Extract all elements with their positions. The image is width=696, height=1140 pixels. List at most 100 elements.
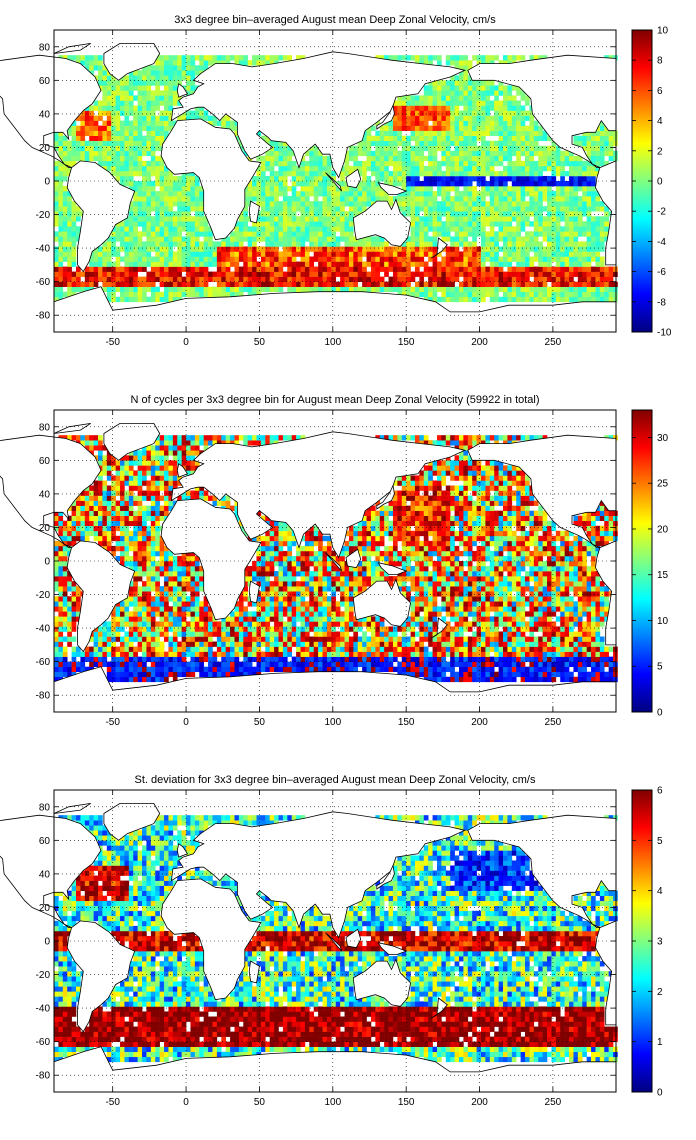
heat-cell <box>120 611 125 617</box>
heat-cell <box>582 291 587 298</box>
heat-cell <box>133 110 138 116</box>
heat-cell <box>560 191 565 197</box>
heat-cell <box>331 251 337 257</box>
heat-cell <box>67 201 72 207</box>
heat-cell <box>445 55 451 61</box>
heat-cell <box>353 251 359 257</box>
heat-cell <box>282 246 288 252</box>
heat-cell <box>503 85 508 91</box>
heat-cell <box>313 241 319 247</box>
heat-cell <box>445 80 451 86</box>
heat-cell <box>313 226 319 232</box>
heat-cell <box>177 251 182 257</box>
heat-cell <box>124 75 130 81</box>
heat-cell <box>591 226 596 232</box>
heat-cell <box>599 261 605 267</box>
heat-cell <box>269 241 275 247</box>
heat-cell <box>142 95 147 101</box>
heat-cell <box>58 256 64 262</box>
heat-cell <box>432 231 438 237</box>
heat-cell <box>137 505 143 511</box>
heat-cell <box>445 155 451 162</box>
heat-cell <box>489 271 495 277</box>
heat-cell <box>525 266 530 272</box>
heat-cell <box>76 520 81 527</box>
heat-cell <box>379 140 385 147</box>
heat-cell <box>177 291 182 298</box>
heat-cell <box>159 241 165 247</box>
heat-cell <box>419 145 425 152</box>
heat-cell <box>93 515 99 522</box>
heat-cell <box>115 485 121 491</box>
heat-cell <box>362 140 367 147</box>
heat-cell <box>133 581 138 587</box>
heat-cell <box>155 60 160 66</box>
heat-cell <box>133 140 138 147</box>
heat-cell <box>111 140 116 147</box>
heat-cell <box>428 291 433 298</box>
heat-cell <box>150 165 156 172</box>
heat-cell <box>177 211 182 217</box>
heat-cell <box>124 231 130 237</box>
heat-cell <box>485 251 491 257</box>
heat-cell <box>67 145 72 152</box>
heat-cell <box>142 150 147 157</box>
heat-cell <box>172 201 178 207</box>
heat-cell <box>124 641 130 647</box>
heat-cell <box>159 586 165 592</box>
heat-cell <box>243 236 248 242</box>
heat-cell <box>234 246 240 252</box>
heat-cell <box>436 206 442 212</box>
heat-cell <box>494 110 499 116</box>
heat-cell <box>485 145 491 152</box>
heat-cell <box>309 261 315 267</box>
heat-cell <box>208 276 213 282</box>
heat-cell <box>313 221 319 227</box>
heat-cell <box>274 261 279 267</box>
heat-cell <box>106 540 112 547</box>
heat-cell <box>441 105 447 111</box>
heat-cell <box>591 221 596 227</box>
heat-cell <box>225 291 231 298</box>
heat-cell <box>423 226 429 232</box>
heat-cell <box>423 140 429 147</box>
heat-cell <box>432 271 438 277</box>
heat-cell <box>181 191 187 197</box>
heat-cell <box>406 281 411 287</box>
heat-cell <box>397 261 403 267</box>
heat-cell <box>591 135 596 142</box>
heat-cell <box>472 145 477 152</box>
heat-cell <box>252 271 257 277</box>
heat-cell <box>142 241 147 247</box>
heat-cell <box>102 480 108 486</box>
heat-cell <box>481 125 486 131</box>
heat-cell <box>428 100 433 106</box>
heat-cell <box>520 271 526 277</box>
heat-cell <box>194 226 200 232</box>
heat-cell <box>304 201 310 207</box>
heat-cell <box>494 201 499 207</box>
heat-cell <box>595 236 601 242</box>
heat-cell <box>569 201 574 207</box>
heat-cell <box>159 651 165 657</box>
heat-cell <box>164 85 169 91</box>
heat-cell <box>137 475 143 481</box>
heat-cell <box>397 105 403 111</box>
heat-cell <box>476 196 482 202</box>
heat-cell <box>445 100 451 106</box>
heat-cell <box>98 80 103 86</box>
heat-cell <box>54 676 59 683</box>
heat-cell <box>573 291 579 298</box>
heat-cell <box>591 236 596 242</box>
heat-cell <box>450 236 455 242</box>
heat-cell <box>511 281 517 287</box>
heat-cell <box>269 165 275 172</box>
heat-cell <box>450 251 455 257</box>
heat-cell <box>93 115 99 121</box>
heat-cell <box>533 271 539 277</box>
heat-cell <box>111 271 116 277</box>
heat-cell <box>111 515 116 522</box>
heat-cell <box>322 251 328 257</box>
heat-cell <box>80 515 86 522</box>
heat-cell <box>489 55 495 61</box>
